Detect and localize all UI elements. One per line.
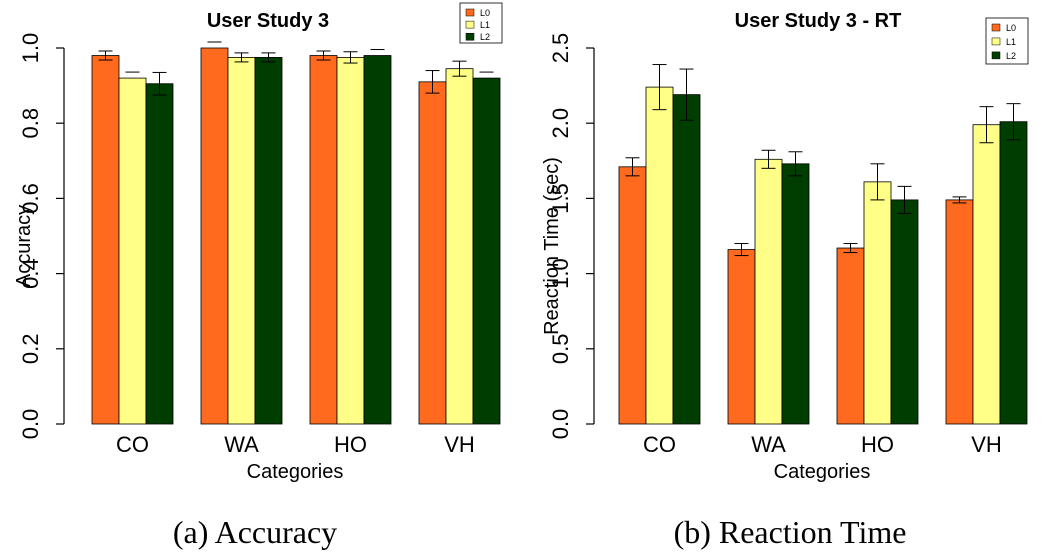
bar-vh-l2 <box>999 121 1028 425</box>
legend-swatch-l1 <box>465 20 475 29</box>
y-tick-label: 0.8 <box>18 108 43 139</box>
y-tick-label: 0.4 <box>18 258 43 289</box>
bar-vh-l1 <box>445 68 474 425</box>
y-tick-label: 1.5 <box>548 183 573 214</box>
reaction-time-chart: User Study 3 - RT 0.0 0.5 1.0 1.5 2.0 2.5 React… <box>541 10 1029 483</box>
bar-wa-l1 <box>227 57 256 425</box>
legend-label-l2: L2 <box>1006 51 1016 61</box>
bar-wa-l2 <box>781 163 810 425</box>
y-tick-label: 1.0 <box>548 258 573 289</box>
x-category-label: HO <box>861 432 894 457</box>
x-category-label: CO <box>116 432 149 457</box>
y-tick-label: 2.5 <box>548 33 573 64</box>
x-category-label: CO <box>643 432 676 457</box>
bar-ho-l1 <box>336 57 365 425</box>
bar-wa-l1 <box>754 158 783 425</box>
caption-reaction-time: (b) Reaction Time <box>673 514 907 550</box>
legend-label-l1: L1 <box>480 20 490 30</box>
bar-wa-l0 <box>200 47 229 425</box>
bar-vh-l1 <box>972 124 1001 425</box>
y-tick-label: 0.5 <box>548 334 573 365</box>
bar-co-l2 <box>145 83 174 425</box>
x-category-label: VH <box>444 432 475 457</box>
legend-label-l0: L0 <box>1006 23 1016 33</box>
x-axis-label: Categories <box>774 461 871 483</box>
bar-co-l2 <box>672 94 701 425</box>
legend-label-l2: L2 <box>480 32 490 42</box>
bar-wa-l2 <box>254 57 283 425</box>
legend-swatch-l2 <box>465 32 475 41</box>
y-tick-label: 0.6 <box>18 183 43 214</box>
y-tick-label: 0.0 <box>548 409 573 440</box>
legend-label-l1: L1 <box>1006 37 1016 47</box>
x-category-label: WA <box>751 432 786 457</box>
legend-swatch-l1 <box>991 37 1001 46</box>
chart-title: User Study 3 <box>207 10 329 32</box>
bar-vh-l2 <box>472 77 501 425</box>
bar-vh-l0 <box>418 81 447 425</box>
y-tick-label: 0.0 <box>18 409 43 440</box>
bar-co-l0 <box>618 166 647 425</box>
bar-vh-l0 <box>945 199 974 425</box>
bar-co-l1 <box>645 86 674 425</box>
bar-ho-l1 <box>863 181 892 425</box>
bar-co-l1 <box>118 77 147 425</box>
x-category-label: WA <box>224 432 259 457</box>
caption-accuracy: (a) Accuracy <box>172 514 338 550</box>
x-category-label: VH <box>971 432 1002 457</box>
y-tick-label: 0.2 <box>18 334 43 365</box>
bar-ho-l2 <box>890 199 919 425</box>
bar-wa-l0 <box>727 249 756 425</box>
chart-title: User Study 3 - RT <box>735 10 902 32</box>
y-axis-label: Accuracy <box>13 205 35 287</box>
bar-ho-l0 <box>309 55 338 425</box>
bar-ho-l0 <box>836 247 865 425</box>
legend-swatch-l0 <box>991 23 1001 32</box>
bar-ho-l2 <box>363 55 392 425</box>
legend-swatch-l0 <box>465 8 475 17</box>
y-tick-label: 2.0 <box>548 108 573 139</box>
legend-swatch-l2 <box>991 51 1001 60</box>
y-axis-label: Reaction Time (sec) <box>541 157 563 335</box>
x-axis-label: Categories <box>247 461 344 483</box>
legend-label-l0: L0 <box>480 8 490 18</box>
x-category-label: HO <box>334 432 367 457</box>
bar-co-l0 <box>91 55 120 425</box>
y-tick-label: 1.0 <box>18 33 43 64</box>
accuracy-chart: User Study 3 0.0 0.2 0.4 0.6 0.8 1.0 Accuracy CO… <box>13 2 503 483</box>
